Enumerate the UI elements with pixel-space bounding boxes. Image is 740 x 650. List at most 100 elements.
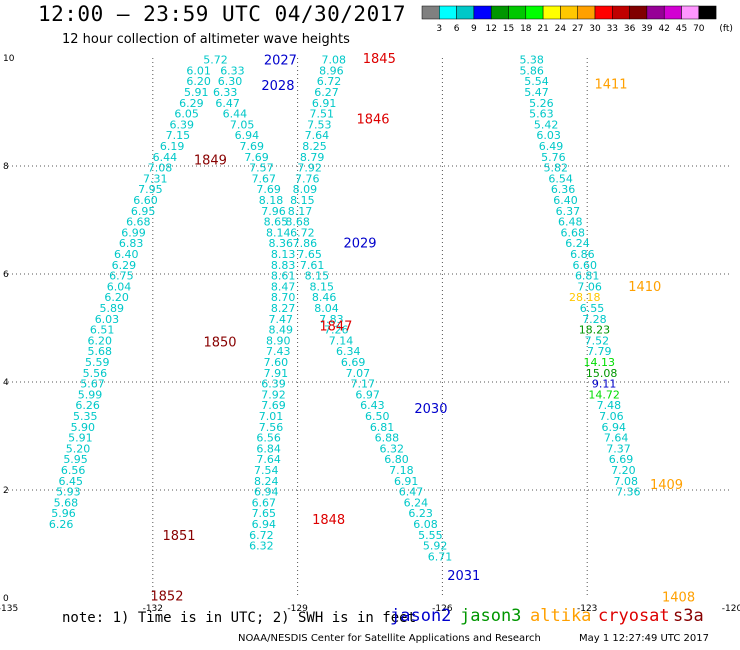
wave-height-value: 7.53 bbox=[307, 118, 332, 131]
wave-height-value: 6.81 bbox=[370, 421, 395, 434]
colorbar-label: 9 bbox=[471, 24, 477, 34]
footer-timestamp: May 1 12:27:49 UTC 2017 bbox=[579, 633, 709, 644]
pass-label: 1846 bbox=[356, 112, 389, 127]
wave-height-value: 6.80 bbox=[384, 453, 409, 466]
wave-height-value: 6.72 bbox=[290, 226, 315, 239]
wave-height-value: 7.48 bbox=[597, 399, 622, 412]
x-tick-label: -120 bbox=[722, 604, 740, 614]
wave-height-value: 5.59 bbox=[85, 356, 110, 369]
x-tick-label: -135 bbox=[0, 604, 18, 614]
wave-height-value: 8.15 bbox=[309, 280, 334, 293]
wave-height-value: 8.90 bbox=[266, 334, 291, 347]
wave-height-value: 6.20 bbox=[104, 291, 129, 304]
wave-height-value: 6.03 bbox=[536, 129, 561, 142]
wave-height-value: 6.08 bbox=[413, 518, 438, 531]
series-s3a: 1849 1850 1851 1852 bbox=[150, 154, 236, 605]
colorbar-label: 12 bbox=[485, 24, 496, 34]
wave-height-value: 8.15 bbox=[305, 270, 330, 283]
wave-height-value: 7.57 bbox=[249, 162, 274, 175]
chart-subtitle: 12 hour collection of altimeter wave hei… bbox=[62, 32, 350, 47]
wave-height-value: 7.26 bbox=[324, 324, 349, 337]
wave-height-value: 5.90 bbox=[71, 421, 96, 434]
wave-height-value: 5.42 bbox=[534, 118, 559, 131]
s3a-track: 5.726.016.205.916.296.056.397.156.196.44… bbox=[49, 54, 228, 531]
wave-height-value: 6.95 bbox=[131, 205, 156, 218]
wave-height-value: 7.36 bbox=[616, 486, 641, 499]
wave-height-value: 6.19 bbox=[160, 140, 185, 153]
pass-label: 2027 bbox=[264, 54, 297, 69]
wave-height-value: 6.67 bbox=[252, 496, 277, 509]
wave-height-value: 6.56 bbox=[256, 432, 281, 445]
wave-height-value: 8.13 bbox=[271, 248, 296, 261]
wave-height-value: 6.43 bbox=[360, 399, 385, 412]
x-tick-label: -132 bbox=[143, 604, 163, 614]
wave-height-value: 7.17 bbox=[351, 378, 376, 391]
wave-height-value: 8.61 bbox=[271, 270, 296, 283]
wave-height-value: 7.69 bbox=[256, 183, 281, 196]
wave-height-value: 6.83 bbox=[119, 237, 144, 250]
pass-label: 1851 bbox=[162, 529, 195, 544]
colorbar-label: 3 bbox=[436, 24, 442, 34]
footer-credit: NOAA/NESDIS Center for Satellite Applica… bbox=[238, 633, 541, 644]
colorbar-label: 15 bbox=[503, 24, 514, 34]
altika-track: 5.385.865.545.475.265.635.426.036.495.76… bbox=[519, 54, 640, 499]
wave-height-value: 5.72 bbox=[203, 54, 228, 67]
wave-height-value: 8.49 bbox=[268, 324, 293, 337]
wave-height-value: 6.03 bbox=[95, 313, 120, 326]
wave-height-value: 6.44 bbox=[223, 108, 248, 121]
wave-height-value: 7.06 bbox=[599, 410, 624, 423]
wave-height-value: 5.99 bbox=[78, 388, 103, 401]
wave-height-value: 5.63 bbox=[529, 108, 554, 121]
wave-height-value: 6.49 bbox=[539, 140, 564, 153]
wave-height-value: 8.24 bbox=[254, 475, 279, 488]
pass-label: 1408 bbox=[662, 590, 695, 605]
colorbar-legend: 3 6 9 12 15 18 21 24 27 30 33 36 39 42 45 70 (ft) bbox=[421, 5, 733, 34]
colorbar-label: 45 bbox=[676, 24, 687, 34]
wave-height-value: 7.18 bbox=[389, 464, 414, 477]
y-tick-label: 4 bbox=[3, 378, 9, 388]
wave-height-value: 14.13 bbox=[584, 356, 616, 369]
wave-height-value: 6.94 bbox=[235, 129, 260, 142]
pass-label: 1410 bbox=[628, 280, 661, 295]
legend-s3a: s3a bbox=[673, 606, 704, 626]
wave-height-value: 7.47 bbox=[268, 313, 293, 326]
wave-height-value: 7.08 bbox=[148, 162, 173, 175]
wave-height-value: 7.15 bbox=[166, 129, 191, 142]
wave-height-value: 7.52 bbox=[585, 334, 610, 347]
wave-height-value: 6.27 bbox=[314, 86, 339, 99]
wave-height-value: 5.56 bbox=[83, 367, 108, 380]
wave-height-value: 6.32 bbox=[379, 442, 404, 455]
wave-height-value: 7.69 bbox=[239, 140, 264, 153]
wave-height-value: 6.97 bbox=[355, 388, 380, 401]
colorbar-label: 6 bbox=[454, 24, 460, 34]
wave-height-value: 6.47 bbox=[399, 486, 424, 499]
wave-height-value: 8.83 bbox=[271, 259, 296, 272]
wave-height-value: 8.14 bbox=[266, 226, 291, 239]
wave-height-value: 5.55 bbox=[418, 529, 443, 542]
wave-height-value: 8.36 bbox=[268, 237, 293, 250]
legend-cryosat: cryosat bbox=[598, 606, 670, 626]
wave-height-value: 6.32 bbox=[249, 540, 274, 553]
wave-height-value: 6.91 bbox=[394, 475, 419, 488]
wave-height-value: 6.20 bbox=[186, 75, 211, 88]
wave-height-value: 7.54 bbox=[254, 464, 279, 477]
legend-altika: altika bbox=[530, 606, 592, 626]
wave-height-value: 6.26 bbox=[75, 399, 100, 412]
wave-height-value: 6.50 bbox=[365, 410, 390, 423]
wave-height-value: 7.37 bbox=[606, 442, 631, 455]
wave-height-value: 5.95 bbox=[63, 453, 88, 466]
wave-height-value: 6.45 bbox=[58, 475, 83, 488]
wave-height-value: 7.07 bbox=[346, 367, 371, 380]
legend-jason3: jason3 bbox=[460, 606, 522, 626]
y-tick-label: 0 bbox=[3, 594, 9, 604]
wave-height-value: 5.93 bbox=[56, 486, 81, 499]
wave-height-value: 6.94 bbox=[252, 518, 277, 531]
wave-height-value: 18.23 bbox=[579, 324, 611, 337]
y-tick-label: 10 bbox=[3, 54, 15, 64]
wave-height-value: 6.44 bbox=[153, 151, 178, 164]
colorbar-label: (ft) bbox=[719, 24, 733, 34]
wave-height-value: 5.82 bbox=[544, 162, 569, 175]
wave-height-value: 7.01 bbox=[259, 410, 284, 423]
x-tick-label: -129 bbox=[287, 604, 308, 614]
